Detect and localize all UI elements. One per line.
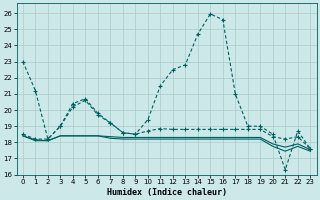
X-axis label: Humidex (Indice chaleur): Humidex (Indice chaleur): [107, 188, 227, 197]
